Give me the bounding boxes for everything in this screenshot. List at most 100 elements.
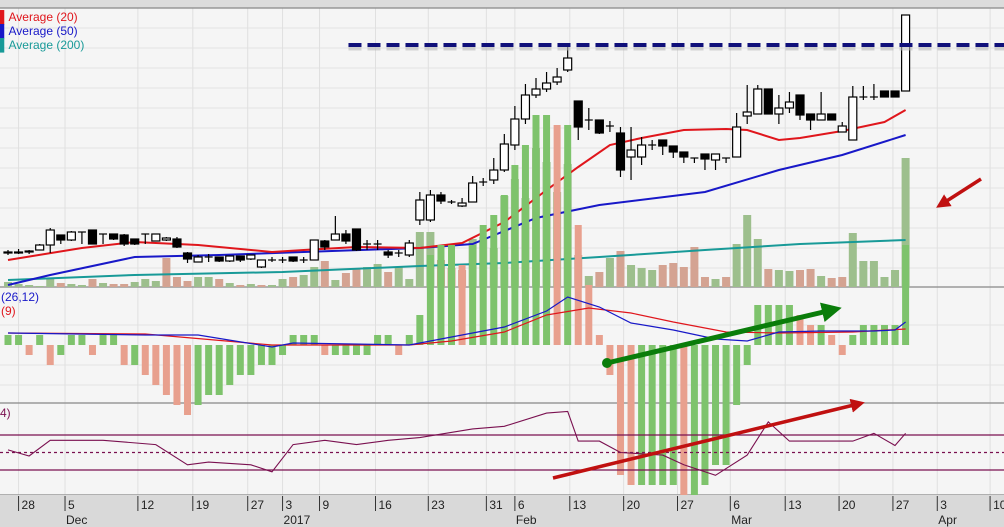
macd-histogram-bar [99,335,107,345]
candle-up [425,194,435,221]
volume-bar [690,247,699,287]
x-tick-label: 27 [896,498,910,512]
candle-down [879,90,890,98]
x-tick-label: 13 [788,498,802,512]
candle-up [510,118,520,146]
volume-bar [595,272,604,287]
x-tick-label: 9 [323,498,330,512]
macd-line [7,296,906,348]
volume-bar [648,270,657,287]
price-legend: ▌Average (20) ▌Average (50) ▌Average (20… [0,10,84,52]
volume-bar [405,279,414,287]
candle-up [710,153,721,161]
candle-up [753,88,763,115]
candle-up [552,76,562,83]
macd-histogram-bar [363,345,371,355]
candle-down [594,119,604,134]
volume-bar [658,265,667,287]
volume-bar [289,277,298,287]
candle-up [246,254,256,260]
macd-histogram-bar [553,125,561,345]
candle-down [436,194,446,202]
macd-legend: (26,12) (9) [1,290,39,318]
volume-bar [806,269,815,287]
ma50-line [7,134,906,286]
candle-up [816,113,826,121]
macd-histogram-bar [437,245,445,345]
x-month-label: Apr [938,513,957,527]
volume-bar [236,285,245,287]
candle-up [256,259,267,268]
macd-histogram-bar [384,335,392,345]
macd-histogram-bar [331,345,339,355]
macd-histogram-bar [680,345,688,495]
candle-up [784,101,795,109]
volume-bar [120,284,129,287]
macd-signal-line [7,307,906,346]
macd-histogram-bar [426,255,434,345]
x-month-label: Mar [731,513,752,527]
macd-histogram-bar [289,335,297,345]
macd-histogram-bar [785,305,793,345]
volume-bar [56,283,65,287]
macd-histogram-bar [595,335,603,345]
rsi-line [7,410,907,476]
volume-bar [257,285,266,287]
candle-up [330,233,340,241]
candle-up [35,244,45,251]
macd-histogram-bar [226,345,234,385]
x-tick-label: 19 [196,498,210,512]
legend-ma20-label: Average (20) [8,10,78,24]
macd-histogram-bar [321,345,329,355]
macd-pane [4,115,910,495]
macd-histogram-bar [131,345,139,365]
macd-histogram-bar [490,215,498,345]
candle-up [499,143,509,171]
macd-histogram-bar [543,115,551,345]
volume-bar [67,284,76,287]
candle-up [900,14,911,92]
candle-up [457,202,467,207]
volume-bar [352,269,361,287]
volume-bar [700,277,709,287]
candle-down [172,238,182,248]
macd-histogram-bar [796,315,804,345]
macd-histogram-bar [479,225,487,345]
macd-histogram-bar [448,245,456,345]
macd-histogram-bar [638,345,646,485]
volume-bar [35,286,44,287]
legend-rsi: 4) [0,406,11,420]
volume-bar [225,283,234,287]
macd-histogram-bar [88,345,96,355]
x-tick-label: 13 [573,498,587,512]
candle-up [636,144,647,158]
title-strip [0,0,1004,8]
x-tick-label: 20 [842,498,856,512]
macd-histogram-bar [300,335,308,345]
volume-bar [310,267,319,287]
candle-down [700,153,710,160]
volume-bar [584,276,593,287]
candle-down [890,90,900,98]
volume-bar [753,239,762,287]
macd-histogram-bar [120,345,128,365]
x-month-label: Dec [66,513,87,527]
macd-histogram-bar [616,345,624,475]
volume-bar [732,244,741,287]
candle-up [45,229,55,246]
macd-histogram-bar [236,345,244,375]
macd-histogram-bar [395,345,403,355]
macd-histogram-bar [521,145,529,345]
x-month-label: Feb [516,513,537,527]
volume-bar [627,265,636,287]
legend-macd: (26,12) [1,290,40,304]
macd-histogram-bar [194,345,202,405]
volume-bar [331,280,340,287]
trend-arrow-macd [606,302,842,366]
macd-histogram-bar [722,345,730,465]
macd-histogram-bar [15,335,23,345]
volume-bar [151,281,160,287]
macd-histogram-bar [648,345,656,485]
candle-up [541,82,552,90]
